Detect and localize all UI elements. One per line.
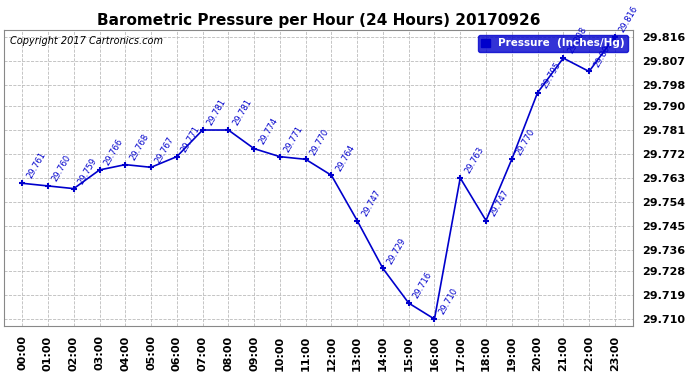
Title: Barometric Pressure per Hour (24 Hours) 20170926: Barometric Pressure per Hour (24 Hours) … [97, 13, 540, 28]
Text: 29.763: 29.763 [463, 146, 486, 175]
Text: 29.710: 29.710 [437, 286, 460, 316]
Text: 29.771: 29.771 [179, 124, 202, 154]
Text: 29.781: 29.781 [231, 98, 253, 127]
Legend: Pressure  (Inches/Hg): Pressure (Inches/Hg) [478, 35, 628, 52]
Text: 29.795: 29.795 [540, 60, 562, 90]
Text: Copyright 2017 Cartronics.com: Copyright 2017 Cartronics.com [10, 36, 164, 46]
Text: 29.747: 29.747 [489, 188, 511, 218]
Text: 29.747: 29.747 [360, 188, 382, 218]
Text: 29.808: 29.808 [566, 26, 589, 56]
Text: 29.759: 29.759 [77, 156, 99, 186]
Text: 29.760: 29.760 [51, 153, 73, 183]
Text: 29.764: 29.764 [334, 143, 357, 172]
Text: 29.771: 29.771 [283, 124, 305, 154]
Text: 29.716: 29.716 [411, 271, 434, 300]
Text: 29.766: 29.766 [102, 137, 125, 167]
Text: 29.774: 29.774 [257, 116, 279, 146]
Text: 29.729: 29.729 [386, 236, 408, 266]
Text: 29.770: 29.770 [515, 127, 537, 156]
Text: 29.781: 29.781 [206, 98, 228, 127]
Text: 29.768: 29.768 [128, 132, 150, 162]
Text: 29.770: 29.770 [308, 127, 331, 156]
Text: 29.803: 29.803 [592, 39, 614, 69]
Text: 29.767: 29.767 [154, 135, 176, 165]
Text: 29.816: 29.816 [618, 4, 640, 34]
Text: 29.761: 29.761 [25, 151, 48, 180]
